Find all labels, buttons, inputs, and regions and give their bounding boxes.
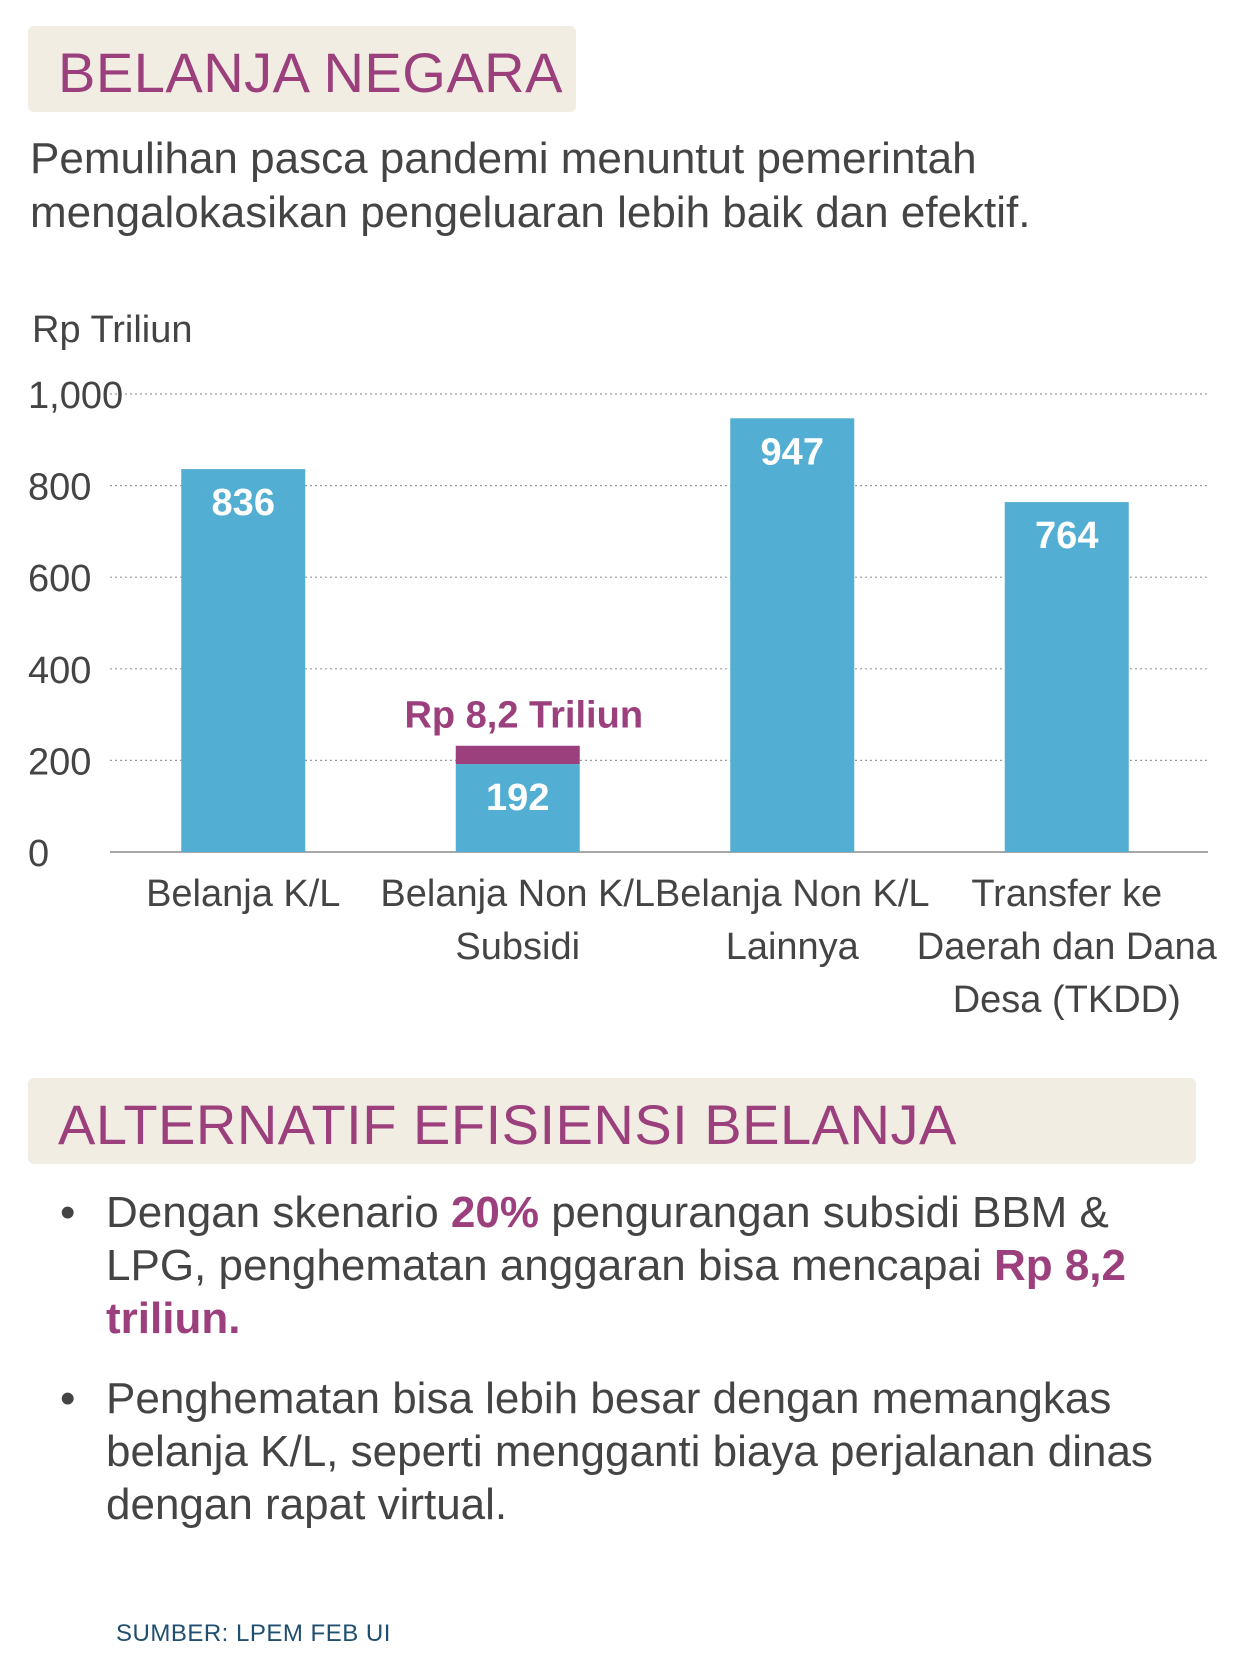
page-title: BELANJA NEGARA — [58, 41, 563, 104]
bullet-text-2: Penghematan bisa lebih besar dengan mema… — [106, 1374, 1153, 1529]
bullet-text-1: Dengan skenario 20% pengurangan subsidi … — [106, 1186, 1166, 1345]
bar-chart: Rp Triliun 0 200 400 600 800 1,000 836 Belanja K… — [28, 309, 1218, 1021]
bar-extra-segment — [455, 745, 580, 765]
category-label: Daerah dan Dana — [917, 926, 1218, 968]
bullet-dot: • — [60, 1188, 76, 1237]
y-tick-label: 400 — [28, 650, 91, 692]
category-label: Lainnya — [726, 926, 860, 968]
y-tick-label: 1,000 — [28, 375, 123, 417]
title-banner-alternatif: ALTERNATIF EFISIENSI BELANJA — [28, 1078, 1196, 1164]
category-label: Belanja Non K/L — [380, 873, 655, 915]
category-label: Belanja K/L — [146, 873, 340, 915]
bar — [730, 418, 855, 852]
highlight-percent: 20% — [450, 1188, 539, 1237]
y-tick-label: 600 — [28, 558, 91, 600]
y-tick-label: 800 — [28, 467, 91, 509]
bullet-text-part: pengurangan subsidi BBM & LPG, penghemat… — [106, 1188, 1109, 1290]
bullet-dot: • — [60, 1374, 76, 1423]
y-tick-label: 0 — [28, 833, 49, 875]
bar — [1004, 502, 1129, 852]
extra-segment-label: Rp 8,2 Triliun — [404, 695, 643, 737]
section-title: ALTERNATIF EFISIENSI BELANJA — [58, 1093, 957, 1156]
y-tick-label: 200 — [28, 741, 91, 783]
highlight-amount: Rp 8,2 triliun. — [106, 1241, 1126, 1343]
bar-value-label: 764 — [1035, 515, 1098, 557]
bar — [455, 764, 580, 852]
bar-value-label: 836 — [212, 482, 275, 524]
bar-value-label: 947 — [761, 431, 824, 473]
category-label: Transfer ke — [971, 873, 1162, 915]
category-label: Subsidi — [455, 926, 580, 968]
category-label: Belanja Non K/L — [655, 873, 930, 915]
subtitle: Pemulihan pasca pandemi menuntut pemerin… — [30, 134, 1031, 237]
source-note: SUMBER: LPEM FEB UI — [116, 1620, 391, 1647]
category-label: Desa (TKDD) — [953, 979, 1181, 1021]
bar-value-label: 192 — [486, 777, 549, 819]
y-axis-label: Rp Triliun — [32, 309, 193, 351]
bullet-text-part: Dengan skenario — [106, 1188, 451, 1237]
bar — [181, 469, 306, 852]
title-banner-belanja-negara: BELANJA NEGARA — [28, 26, 576, 112]
